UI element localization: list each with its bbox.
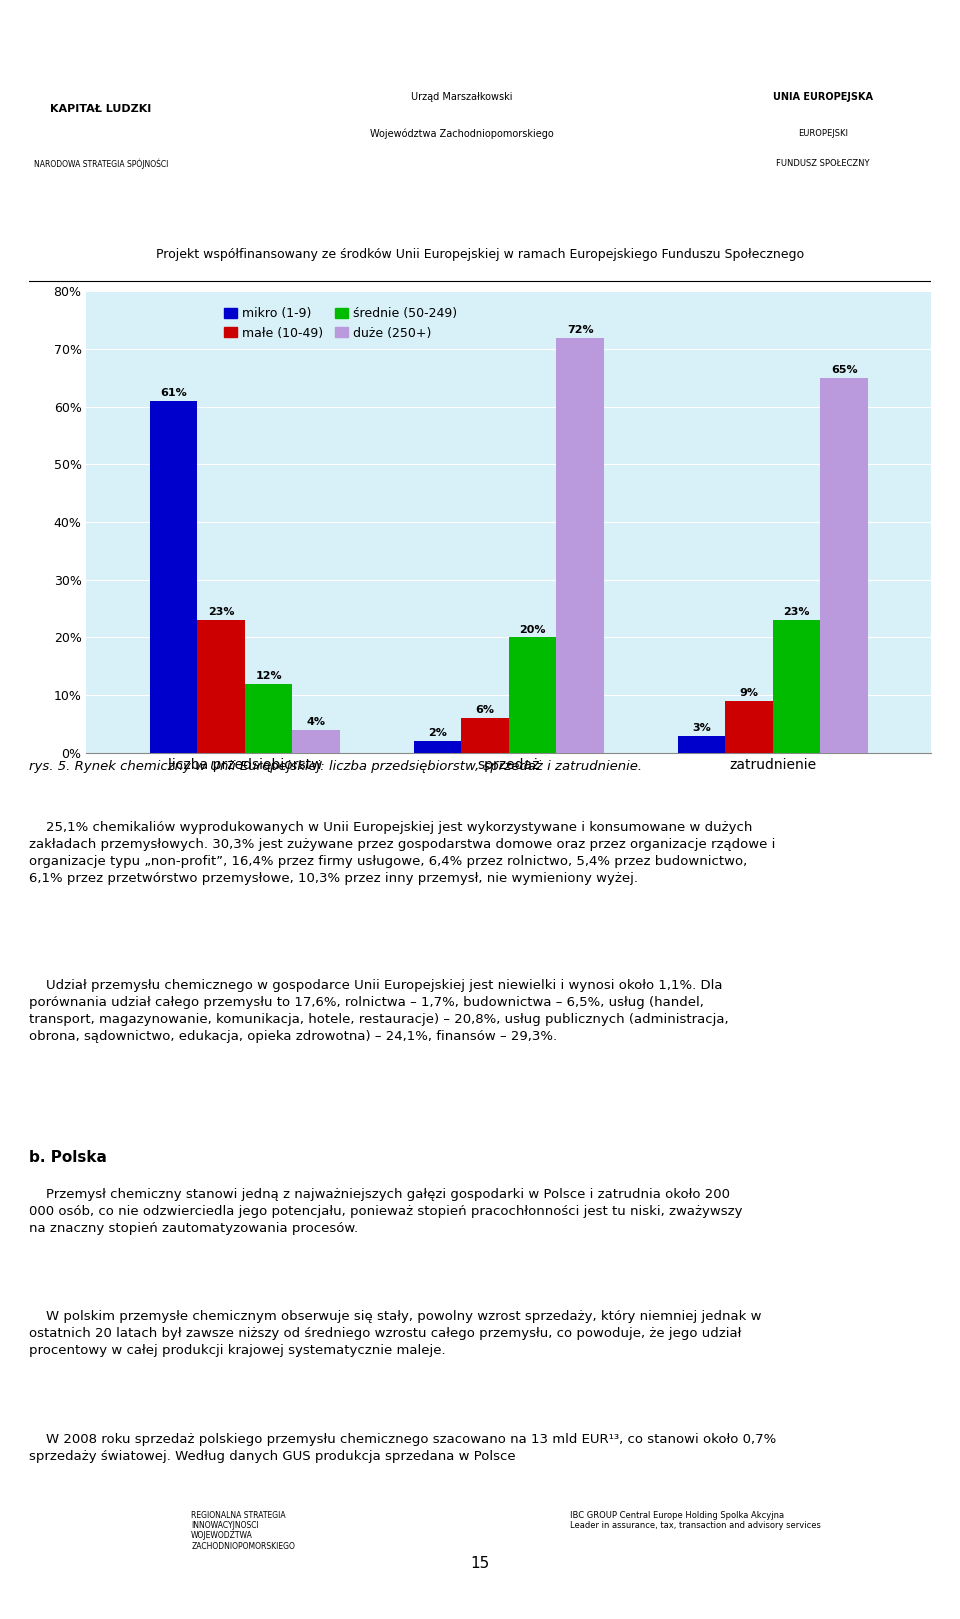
Bar: [678, 735, 726, 753]
Bar: [461, 719, 509, 753]
Text: UNIA EUROPEJSKA: UNIA EUROPEJSKA: [773, 92, 873, 102]
Bar: [414, 742, 461, 753]
Bar: [197, 620, 245, 753]
Text: Udział przemysłu chemicznego w gospodarce Unii Europejskiej jest niewielki i wyn: Udział przemysłu chemicznego w gospodarc…: [29, 979, 729, 1043]
Text: REGIONALNA STRATEGIA
INNOWACYJNOSCI
WOJEWODZTWA
ZACHODNIOPOMORSKIEGO: REGIONALNA STRATEGIA INNOWACYJNOSCI WOJE…: [191, 1511, 295, 1551]
Text: 3%: 3%: [692, 722, 711, 733]
Text: Przemysł chemiczny stanowi jedną z najważniejszych gałęzi gospodarki w Polsce i : Przemysł chemiczny stanowi jedną z najwa…: [29, 1188, 742, 1235]
Text: W 2008 roku sprzedaż polskiego przemysłu chemicznego szacowano na 13 mld EUR¹³, : W 2008 roku sprzedaż polskiego przemysłu…: [29, 1433, 776, 1462]
Text: 20%: 20%: [519, 625, 546, 635]
Text: 9%: 9%: [739, 688, 758, 698]
Bar: [773, 620, 820, 753]
Text: NARODOWA STRATEGIA SPÓJNOŚCI: NARODOWA STRATEGIA SPÓJNOŚCI: [34, 159, 168, 168]
Text: 12%: 12%: [255, 670, 282, 680]
Bar: [150, 402, 197, 753]
Text: 6%: 6%: [475, 706, 494, 716]
Text: b. Polska: b. Polska: [29, 1149, 107, 1166]
Bar: [820, 377, 868, 753]
Text: IBC GROUP Central Europe Holding Spolka Akcyjna
Leader in assurance, tax, transa: IBC GROUP Central Europe Holding Spolka …: [570, 1511, 821, 1530]
Bar: [292, 730, 340, 753]
Bar: [726, 701, 773, 753]
Text: 4%: 4%: [306, 717, 325, 727]
Text: FUNDUSZ SPOŁECZNY: FUNDUSZ SPOŁECZNY: [777, 159, 870, 168]
Text: 25,1% chemikaliów wyprodukowanych w Unii Europejskiej jest wykorzystywane i kons: 25,1% chemikaliów wyprodukowanych w Unii…: [29, 821, 775, 886]
Bar: [245, 683, 292, 753]
Text: KAPITAŁ LUDZKI: KAPITAŁ LUDZKI: [50, 104, 152, 115]
Text: Województwa Zachodniopomorskiego: Województwa Zachodniopomorskiego: [370, 128, 554, 139]
Text: rys. 5. Rynek chemiczny w Unii Europejskiej: liczba przedsiębiorstw, sprzedaż i : rys. 5. Rynek chemiczny w Unii Europejsk…: [29, 761, 642, 774]
Legend: mikro (1-9), małe (10-49), średnie (50-249), duże (250+): mikro (1-9), małe (10-49), średnie (50-2…: [220, 303, 462, 345]
Text: EUROPEJSKI: EUROPEJSKI: [798, 130, 848, 138]
Text: 65%: 65%: [830, 364, 857, 376]
Text: Projekt współfinansowany ze środków Unii Europejskiej w ramach Europejskiego Fun: Projekt współfinansowany ze środków Unii…: [156, 248, 804, 261]
Text: 23%: 23%: [207, 607, 234, 617]
Text: 23%: 23%: [783, 607, 810, 617]
Text: W polskim przemysłe chemicznym obserwuje się stały, powolny wzrost sprzedaży, kt: W polskim przemysłe chemicznym obserwuje…: [29, 1310, 761, 1357]
Text: Urząd Marszałkowski: Urząd Marszałkowski: [411, 92, 513, 102]
Bar: [509, 638, 556, 753]
Text: 15: 15: [470, 1556, 490, 1572]
Text: 2%: 2%: [428, 729, 447, 738]
Text: 61%: 61%: [160, 389, 187, 398]
Bar: [556, 337, 604, 753]
Text: 72%: 72%: [566, 325, 593, 335]
